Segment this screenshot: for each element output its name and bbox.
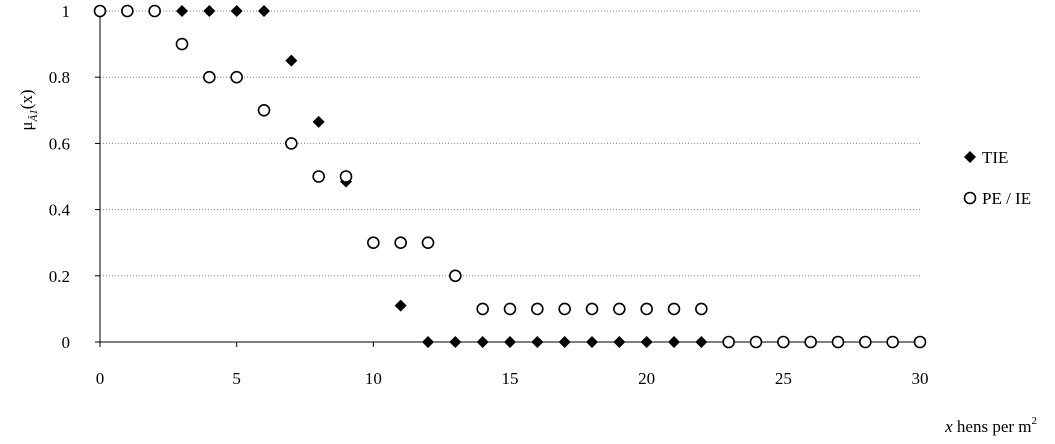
point-tie-17	[668, 336, 680, 348]
point-pe-ie-3	[175, 37, 189, 51]
point-pe-ie-2	[148, 4, 161, 18]
point-pe-ie-24	[749, 335, 763, 349]
point-pe-ie-15	[503, 302, 517, 316]
point-tie-5	[312, 115, 325, 128]
point-pe-ie-18	[585, 302, 599, 316]
y-tick-label-0: 0	[62, 333, 71, 352]
point-pe-ie-0	[93, 4, 107, 18]
point-pe-ie-23	[722, 335, 735, 349]
point-pe-ie-19	[613, 302, 626, 316]
point-tie-16	[640, 336, 653, 348]
y-tick-label-4: 0.8	[49, 68, 70, 87]
point-pe-ie-12	[421, 236, 435, 249]
x-tick-label-0: 0	[96, 369, 105, 388]
point-tie-14	[586, 336, 598, 348]
data-points	[93, 4, 927, 349]
x-axis-ticks: 0 5 10 15 20 25 30	[96, 342, 929, 388]
point-tie-15	[613, 336, 626, 348]
x-tick-label-1: 5	[232, 369, 241, 388]
point-tie-10	[476, 336, 489, 348]
axes	[99, 11, 920, 343]
series-pe-ie	[93, 4, 927, 349]
point-tie-2	[230, 5, 243, 17]
point-pe-ie-1	[121, 4, 134, 18]
point-pe-ie-27	[831, 335, 845, 349]
point-pe-ie-8	[312, 170, 325, 183]
y-tick-label-3: 0.6	[49, 134, 70, 153]
x-tick-label-4: 20	[638, 369, 655, 388]
x-tick-label-5: 25	[775, 369, 792, 388]
point-pe-ie-9	[339, 170, 353, 183]
legend-marker-pe-ie	[963, 191, 977, 205]
point-tie-13	[558, 336, 571, 348]
point-tie-11	[504, 336, 516, 348]
point-tie-0	[176, 5, 188, 17]
x-tick-label-3: 15	[502, 369, 519, 388]
point-tie-9	[449, 336, 462, 348]
legend-marker-tie	[964, 151, 976, 163]
point-tie-8	[422, 336, 434, 348]
point-pe-ie-14	[476, 302, 489, 316]
point-tie-12	[531, 336, 544, 348]
point-pe-ie-25	[777, 335, 790, 349]
point-pe-ie-10	[367, 236, 380, 249]
y-axis-title: μÃ1(x)	[17, 89, 40, 130]
y-axis-title-argument: (x)	[17, 89, 36, 109]
point-pe-ie-30	[913, 335, 927, 349]
point-tie-3	[258, 5, 270, 17]
y-axis-title-mu: μ	[17, 121, 36, 130]
y-axis-title-subscript: Ã1	[28, 109, 40, 122]
point-tie-7	[394, 299, 407, 312]
x-tick-label-2: 10	[365, 369, 382, 388]
legend-label-tie: TIE	[982, 148, 1008, 167]
point-pe-ie-17	[558, 302, 571, 316]
y-axis-ticks: 0 0.2 0.4 0.6 0.8 1	[49, 2, 100, 352]
x-tick-label-6: 30	[912, 369, 929, 388]
legend: TIE PE / IE	[963, 148, 1031, 208]
point-tie-18	[695, 336, 708, 348]
point-pe-ie-7	[285, 137, 298, 150]
point-pe-ie-16	[531, 302, 544, 316]
y-tick-label-1: 0.2	[49, 267, 70, 286]
x-axis-title: x hens per m2	[944, 415, 1037, 436]
x-axis-title-variable: x	[944, 417, 953, 436]
legend-label-pe-ie: PE / IE	[982, 189, 1031, 208]
point-pe-ie-29	[886, 335, 899, 349]
point-pe-ie-28	[859, 335, 872, 349]
series-tie	[176, 5, 708, 348]
point-pe-ie-4	[203, 70, 216, 84]
x-axis-title-superscript: 2	[1032, 415, 1038, 427]
point-pe-ie-20	[640, 302, 653, 316]
point-pe-ie-11	[394, 236, 407, 249]
x-axis-title-text: hens per m	[953, 417, 1032, 436]
y-tick-label-2: 0.4	[49, 201, 71, 220]
point-tie-1	[203, 5, 216, 17]
point-pe-ie-6	[257, 104, 271, 117]
point-tie-4	[285, 54, 298, 67]
point-pe-ie-13	[449, 269, 462, 283]
y-tick-label-5: 1	[62, 2, 71, 21]
point-pe-ie-5	[230, 70, 243, 84]
gridlines	[100, 10, 920, 277]
point-pe-ie-21	[667, 302, 681, 316]
point-pe-ie-22	[695, 302, 708, 316]
point-pe-ie-26	[804, 335, 817, 349]
